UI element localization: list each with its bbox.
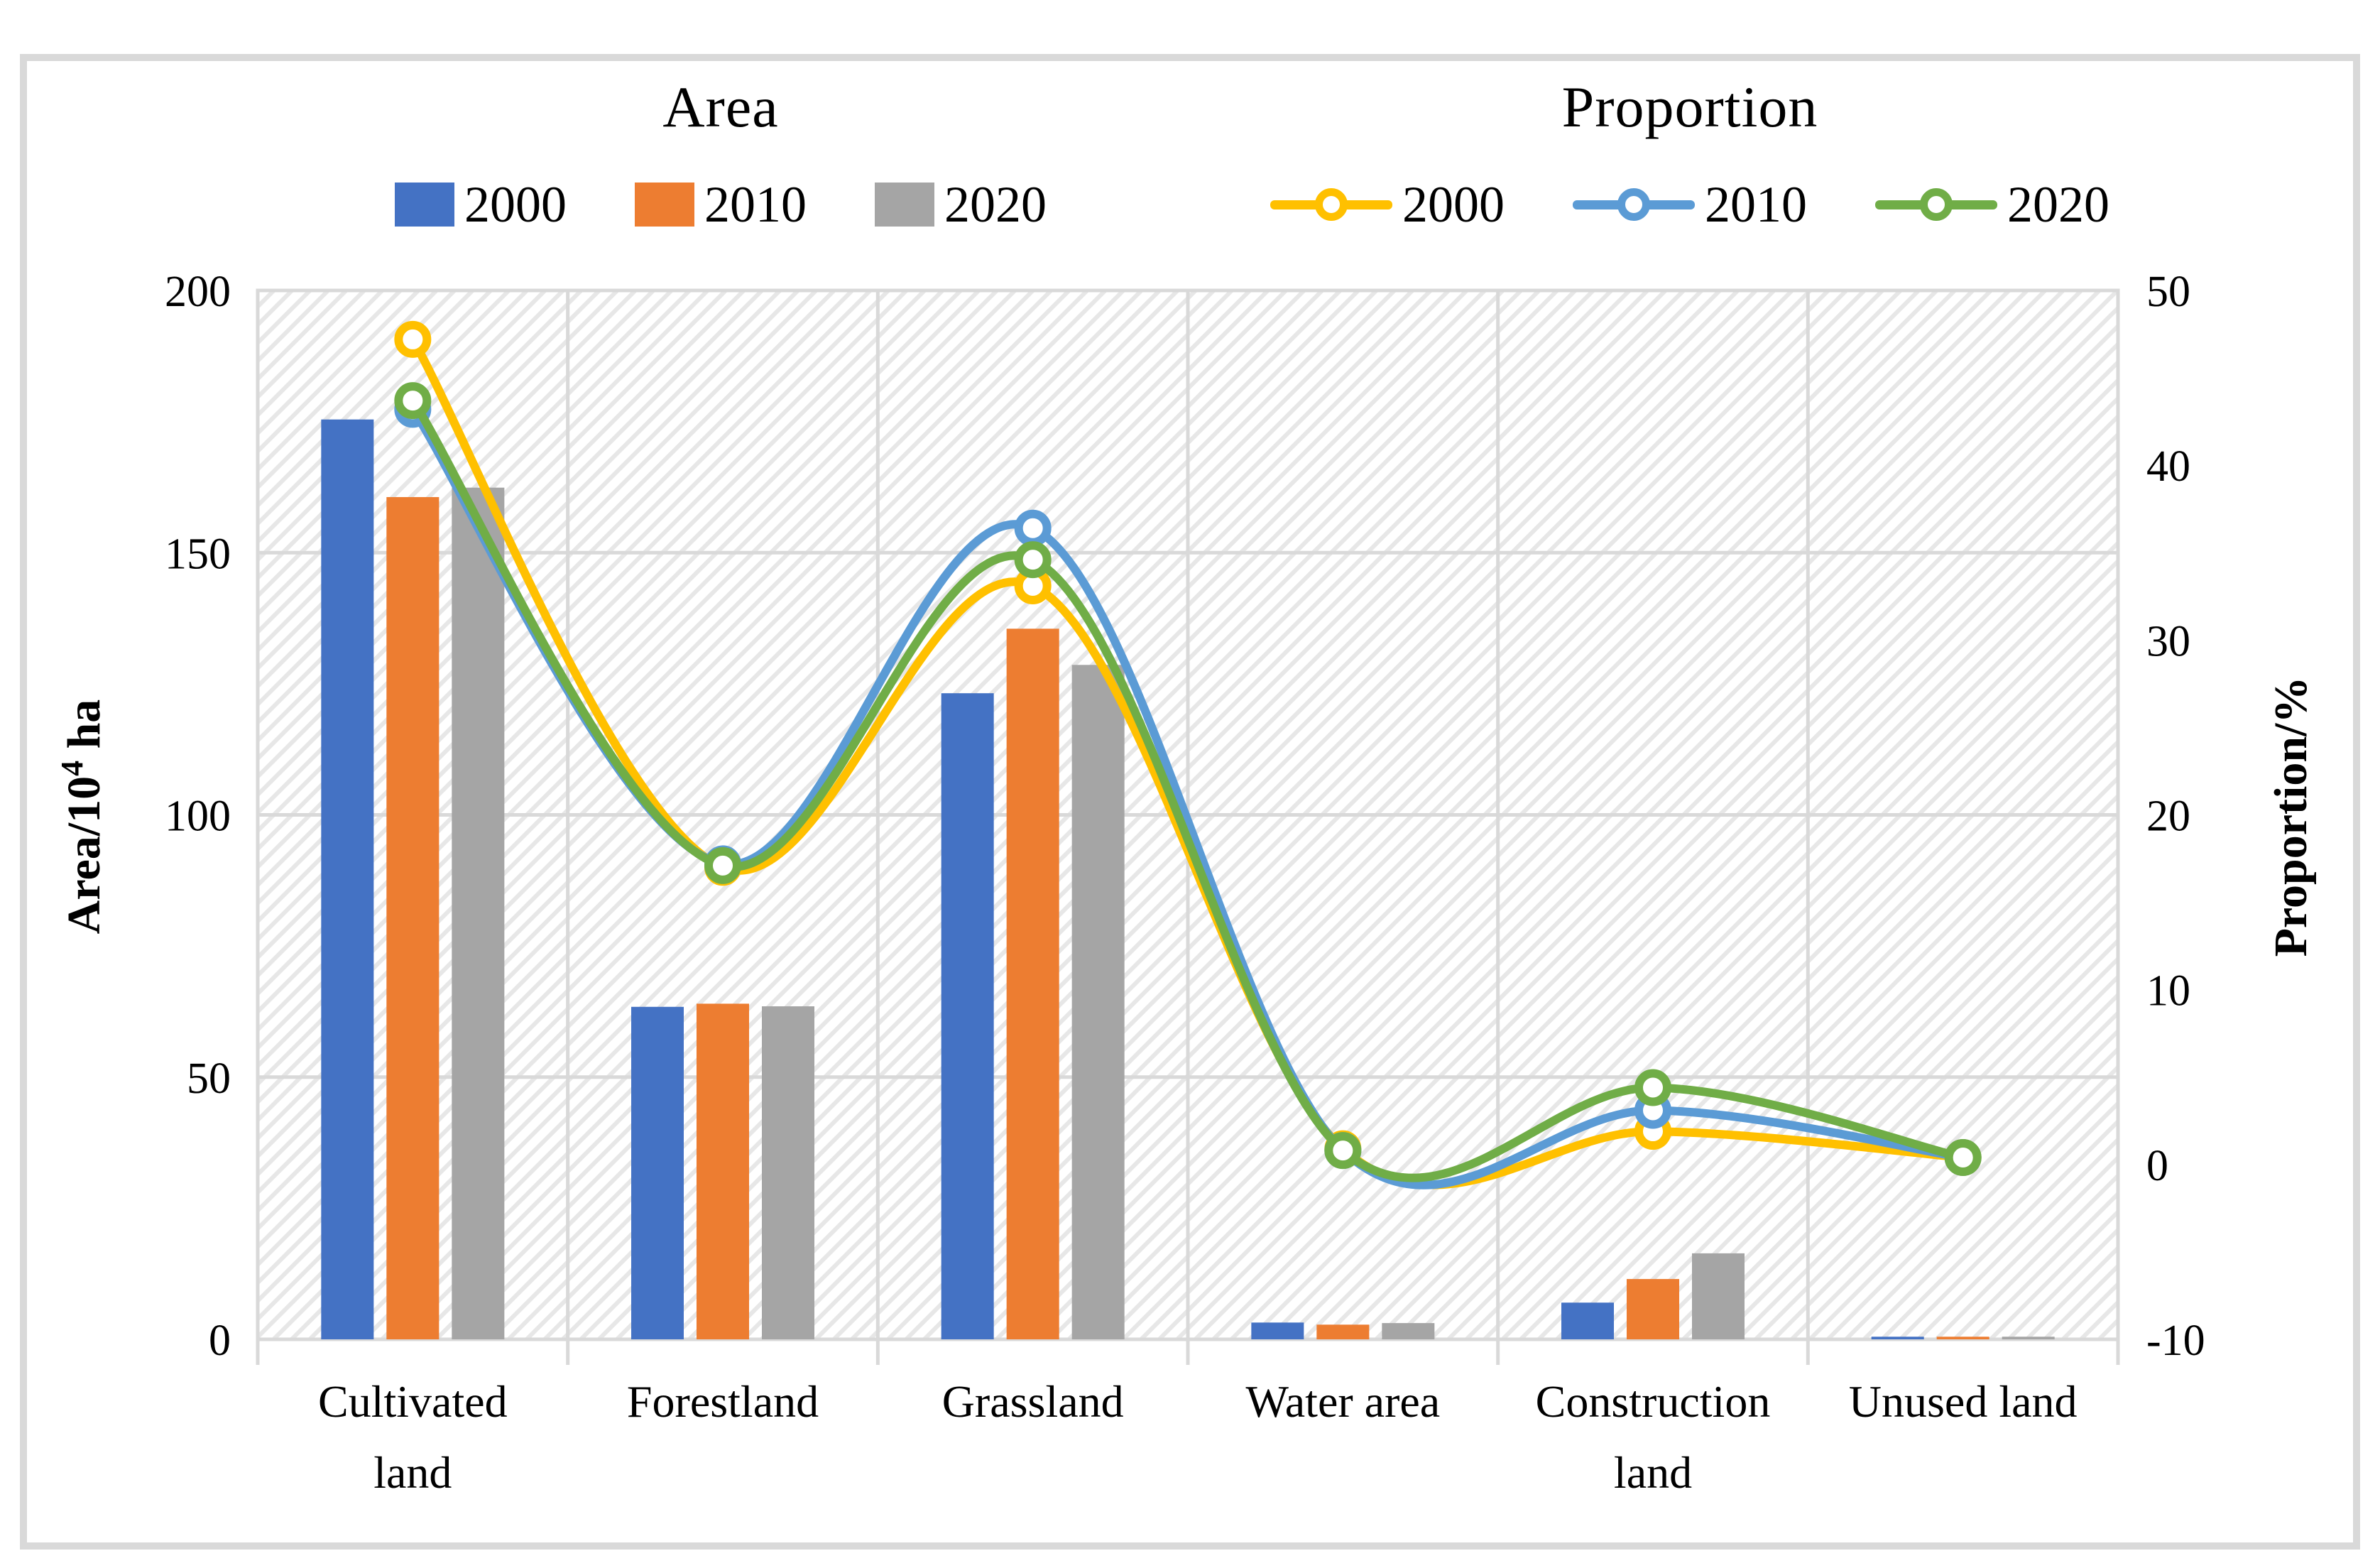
- marker-2020: [704, 846, 741, 884]
- category-label: Water area: [1245, 1376, 1440, 1427]
- bar-2000: [631, 1006, 684, 1339]
- legend-title-area: Area: [662, 75, 779, 139]
- bar-2000: [1251, 1322, 1304, 1339]
- category-label: land: [373, 1447, 452, 1498]
- legend-label: 2010: [1705, 176, 1807, 233]
- left-axis-tick-label: 50: [187, 1055, 231, 1103]
- right-axis-tick-label: -10: [2146, 1317, 2205, 1365]
- bar-2010: [1316, 1324, 1370, 1339]
- left-axis-tick-label: 200: [165, 268, 231, 316]
- bar-2020: [1071, 665, 1125, 1339]
- legend-label: 2020: [2007, 176, 2109, 233]
- legend-item-line-2010: 2010: [1573, 176, 1807, 233]
- plot-border: [256, 288, 2120, 1341]
- category-label: Cultivated: [318, 1376, 508, 1427]
- category-label: Construction: [1536, 1376, 1771, 1427]
- bar-2000: [1561, 1302, 1614, 1339]
- left-axis-tick-label: 100: [165, 793, 231, 841]
- legend-item-bar-2000: 2000: [395, 176, 567, 233]
- right-axis-tick-label: 20: [2146, 793, 2190, 841]
- line-marker-icon: [1270, 183, 1392, 227]
- category-label: Grassland: [942, 1376, 1124, 1427]
- bar-2010: [697, 1003, 749, 1339]
- legend-title-proportion: Proportion: [1561, 75, 1818, 139]
- legend-item-bar-2020: 2020: [875, 176, 1047, 233]
- bar-2020: [1692, 1253, 1745, 1339]
- marker-2000: [394, 320, 432, 358]
- bar-2000: [941, 693, 994, 1339]
- right-axis-tick-label: 50: [2146, 268, 2190, 316]
- legend-label: 2000: [1402, 176, 1505, 233]
- right-axis-tick-label: 0: [2146, 1142, 2168, 1190]
- marker-2010: [1014, 509, 1052, 547]
- marker-2020: [1324, 1132, 1362, 1170]
- bar-2010: [1936, 1336, 1989, 1339]
- legend-proportion-group: Proportion 2000 2010 2020: [1207, 68, 2173, 233]
- bar-2000: [1871, 1336, 1924, 1339]
- legend-area-group: Area 2000 2010 2020: [270, 68, 1172, 233]
- marker-2020: [1014, 541, 1052, 579]
- bar-swatch-icon: [635, 183, 694, 227]
- bar-2020: [452, 487, 505, 1339]
- legend-label: 2010: [704, 176, 807, 233]
- legend-label: 2000: [464, 176, 567, 233]
- legend-row-bars: 2000 2010 2020: [270, 176, 1172, 233]
- left-axis-title: Area/104 ha: [55, 699, 110, 935]
- category-label: Forestland: [627, 1376, 819, 1427]
- line-marker-icon: [1875, 183, 1997, 227]
- right-axis-tick-label: 10: [2146, 967, 2190, 1016]
- bar-2020: [1382, 1323, 1435, 1339]
- legend-row-lines: 2000 2010 2020: [1207, 176, 2173, 233]
- category-label: Unused land: [1849, 1376, 2078, 1427]
- marker-2020: [394, 382, 432, 420]
- legend-item-line-2020: 2020: [1875, 176, 2109, 233]
- category-label: land: [1614, 1447, 1692, 1498]
- legend-item-line-2000: 2000: [1270, 176, 1505, 233]
- bar-swatch-icon: [395, 183, 454, 227]
- legend-item-bar-2010: 2010: [635, 176, 807, 233]
- bar-swatch-icon: [875, 183, 934, 227]
- bar-2020: [762, 1006, 814, 1339]
- marker-2020: [1634, 1069, 1671, 1106]
- bar-2000: [321, 419, 374, 1339]
- legend-label: 2020: [944, 176, 1047, 233]
- left-axis-tick-label: 0: [209, 1317, 231, 1365]
- bar-2010: [1006, 628, 1059, 1339]
- right-axis-title: Proportion/%: [2265, 677, 2317, 957]
- marker-2020: [1944, 1138, 1982, 1176]
- right-axis-tick-label: 40: [2146, 442, 2190, 491]
- line-marker-icon: [1573, 183, 1695, 227]
- right-axis-tick-label: 30: [2146, 617, 2190, 665]
- bar-2010: [1627, 1279, 1679, 1339]
- bar-2010: [386, 496, 440, 1339]
- left-axis-tick-label: 150: [165, 530, 231, 578]
- bar-2020: [2002, 1336, 2055, 1339]
